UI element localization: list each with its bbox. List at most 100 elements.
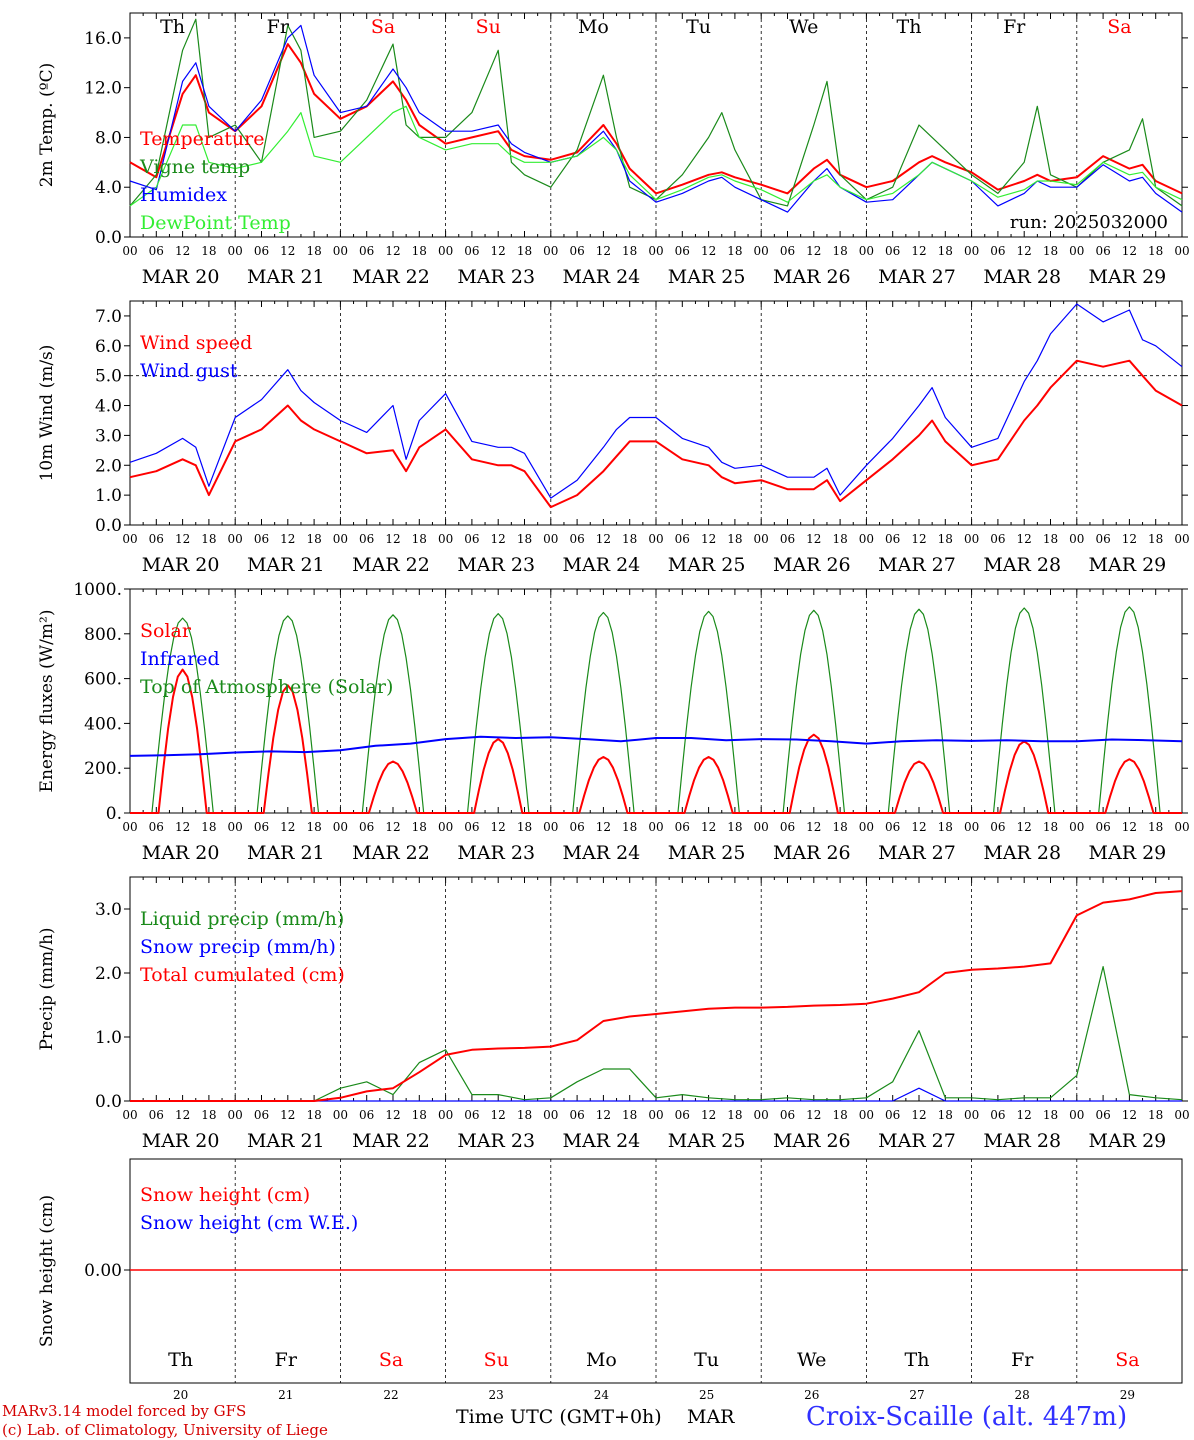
hour-tick-label: 00 — [1174, 244, 1189, 258]
legend-entry: Wind gust — [140, 360, 238, 382]
y-tick-label: 2.0 — [95, 456, 122, 476]
hour-tick-label: 18 — [1043, 532, 1058, 546]
date-label: MAR 28 — [983, 842, 1061, 864]
hour-tick-label: 00 — [754, 244, 769, 258]
hour-tick-label: 12 — [911, 820, 926, 834]
hour-tick-label: 12 — [175, 532, 190, 546]
y-tick-label: 400. — [84, 714, 122, 734]
hour-tick-label: 00 — [754, 532, 769, 546]
hour-tick-label: 12 — [175, 820, 190, 834]
hour-tick-label: 06 — [149, 1108, 164, 1122]
hour-tick-label: 12 — [491, 820, 506, 834]
hour-tick-label: 00 — [1069, 532, 1084, 546]
hour-tick-label: 18 — [1148, 1108, 1163, 1122]
series-line — [130, 668, 1182, 814]
hour-tick-label: 06 — [1095, 1108, 1110, 1122]
y-tick-label: 16.0 — [84, 29, 122, 49]
y-tick-label: 12.0 — [84, 79, 122, 99]
hour-tick-label: 18 — [727, 1108, 742, 1122]
hour-tick-label: 06 — [254, 532, 269, 546]
date-label: MAR 26 — [773, 1130, 851, 1152]
hour-tick-label: 00 — [648, 532, 663, 546]
hour-tick-label: 00 — [1174, 1108, 1189, 1122]
hour-tick-label: 12 — [385, 244, 400, 258]
hour-tick-label: 18 — [412, 244, 427, 258]
y-tick-label: 800. — [84, 625, 122, 645]
hour-tick-label: 00 — [1174, 820, 1189, 834]
hour-tick-label: 12 — [1017, 820, 1032, 834]
weekday-label: Tu — [686, 16, 711, 38]
hour-tick-label: 06 — [149, 820, 164, 834]
hour-tick-label: 12 — [701, 820, 716, 834]
y-tick-label: 600. — [84, 670, 122, 690]
hour-tick-label: 12 — [701, 244, 716, 258]
weekday-label: Mo — [586, 1349, 617, 1371]
date-label: MAR 22 — [352, 842, 430, 864]
y-tick-label: 3.0 — [95, 900, 122, 920]
hour-tick-label: 18 — [201, 244, 216, 258]
weekday-label: Fr — [275, 1349, 298, 1371]
legend-entry: Infrared — [140, 648, 220, 670]
hour-tick-label: 12 — [1017, 244, 1032, 258]
hour-tick-label: 18 — [832, 1108, 847, 1122]
y-tick-label: 8.0 — [95, 128, 122, 148]
hour-tick-label: 06 — [1095, 532, 1110, 546]
date-label: MAR 20 — [142, 266, 220, 288]
y-tick-label: 1.0 — [95, 1028, 122, 1048]
hour-tick-label: 12 — [491, 1108, 506, 1122]
date-label: MAR 25 — [668, 1130, 746, 1152]
y-axis-label: Precip (mm/h) — [37, 927, 57, 1050]
day-number-label: 29 — [1120, 1388, 1135, 1402]
weekday-label: Fr — [1003, 16, 1026, 38]
hour-tick-label: 12 — [491, 244, 506, 258]
hour-tick-label: 18 — [517, 532, 532, 546]
day-number-label: 26 — [804, 1388, 819, 1402]
series-line — [129, 359, 1183, 509]
hour-tick-label: 00 — [964, 532, 979, 546]
weekday-label: Su — [476, 16, 501, 38]
hour-tick-label: 18 — [201, 532, 216, 546]
weekday-label: Th — [905, 1349, 930, 1371]
hour-tick-label: 00 — [964, 1108, 979, 1122]
date-label: MAR 27 — [878, 1130, 956, 1152]
date-label: MAR 27 — [878, 842, 956, 864]
hour-tick-label: 00 — [754, 820, 769, 834]
date-label: MAR 23 — [457, 554, 535, 576]
hour-tick-label: 00 — [648, 1108, 663, 1122]
hour-tick-label: 18 — [201, 1108, 216, 1122]
hour-tick-label: 00 — [964, 244, 979, 258]
date-label: MAR 28 — [983, 554, 1061, 576]
hour-tick-label: 12 — [596, 532, 611, 546]
hour-tick-label: 12 — [806, 532, 821, 546]
hour-tick-label: 06 — [1095, 244, 1110, 258]
hour-tick-label: 06 — [149, 532, 164, 546]
weekday-label: Tu — [694, 1349, 719, 1371]
date-label: MAR 28 — [983, 1130, 1061, 1152]
hour-tick-label: 00 — [228, 1108, 243, 1122]
legend-entry: Liquid precip (mm/h) — [140, 908, 344, 930]
hour-tick-label: 12 — [491, 532, 506, 546]
hour-tick-label: 00 — [228, 244, 243, 258]
hour-tick-label: 06 — [675, 244, 690, 258]
hour-tick-label: 18 — [622, 1108, 637, 1122]
day-number-label: 22 — [383, 1388, 398, 1402]
legend-entry: Vigne temp — [139, 156, 250, 178]
hour-tick-label: 12 — [280, 820, 295, 834]
hour-tick-label: 18 — [1043, 1108, 1058, 1122]
hour-tick-label: 12 — [701, 532, 716, 546]
y-axis-label: 10m Wind (m/s) — [37, 345, 57, 482]
date-label: MAR 29 — [1089, 842, 1167, 864]
hour-tick-label: 06 — [569, 1108, 584, 1122]
hour-tick-label: 12 — [911, 1108, 926, 1122]
legend-entry: Total cumulated (cm) — [140, 964, 345, 986]
series-line — [130, 890, 1183, 1102]
weekday-label: Th — [168, 1349, 193, 1371]
month-label: MAR — [687, 1406, 735, 1428]
hour-tick-label: 12 — [911, 244, 926, 258]
date-label: MAR 25 — [668, 266, 746, 288]
legend-entry: DewPoint Temp — [140, 212, 291, 234]
hour-tick-label: 06 — [359, 532, 374, 546]
hour-tick-label: 18 — [938, 820, 953, 834]
hour-tick-label: 00 — [122, 1108, 137, 1122]
